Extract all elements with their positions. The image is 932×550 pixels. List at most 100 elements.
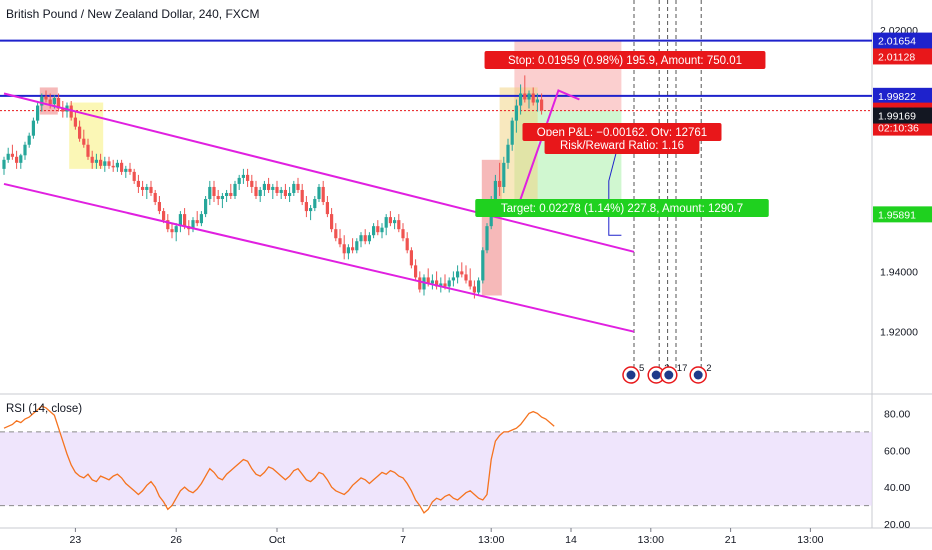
- candle-body: [78, 126, 82, 139]
- candle-body: [36, 105, 40, 121]
- candle-body: [351, 247, 355, 251]
- candle-body: [523, 93, 527, 100]
- pattern-line: [515, 89, 580, 212]
- channel-lower-line: [3, 182, 635, 333]
- candle-body: [111, 165, 115, 168]
- time-tick-label: 13:00: [478, 534, 504, 546]
- candle-body: [191, 220, 195, 230]
- time-tick-label: 14: [565, 534, 577, 546]
- candle-body: [334, 229, 338, 239]
- candle-body: [183, 214, 187, 227]
- candle-body: [2, 159, 6, 169]
- candle-body: [44, 96, 48, 100]
- candle-body: [355, 241, 359, 251]
- event-flag-icon: [693, 370, 703, 380]
- price-tag: [873, 107, 932, 124]
- candle-body: [6, 153, 10, 160]
- time-tick-label: Oct: [269, 534, 285, 546]
- candle-body: [384, 217, 388, 228]
- event-count: 5: [639, 363, 644, 374]
- event-flag-icon: [651, 370, 661, 380]
- candle-body: [317, 186, 321, 200]
- highlight-box: [481, 159, 502, 296]
- rsi-band: [0, 431, 872, 506]
- candle-body: [86, 144, 90, 157]
- candle-body: [359, 235, 363, 242]
- event-flag-icon: [664, 370, 674, 380]
- price-tag-label: 1.99169: [878, 111, 916, 123]
- candle-body: [145, 186, 149, 190]
- candle-body: [393, 220, 397, 224]
- candle-body: [128, 168, 132, 172]
- candle-body: [174, 226, 178, 233]
- candle-body: [195, 220, 199, 224]
- candle-body: [94, 159, 98, 163]
- candle-body: [178, 214, 182, 227]
- candle-series: [2, 75, 544, 299]
- candle-body: [212, 186, 216, 196]
- candle-body: [275, 186, 279, 193]
- candle-body: [31, 120, 35, 136]
- candle-body: [321, 186, 325, 203]
- candle-body: [216, 196, 220, 200]
- candle-body: [15, 156, 19, 163]
- price-tag-label: 02:10:36: [878, 123, 919, 135]
- candle-body: [372, 226, 376, 236]
- candle-body: [535, 99, 539, 103]
- price-tag: [873, 119, 932, 136]
- candle-body: [376, 226, 380, 233]
- candle-body: [397, 220, 401, 230]
- highlight-box: [69, 102, 104, 169]
- candle-body: [132, 171, 136, 181]
- candle-body: [279, 189, 283, 193]
- rsi-title: RSI (14, close): [6, 403, 82, 415]
- candle-body: [477, 280, 481, 293]
- candle-body: [153, 192, 157, 203]
- candle-body: [141, 186, 145, 190]
- candle-body: [149, 186, 153, 193]
- price-tag-label: 2.01128: [878, 51, 915, 63]
- candle-body: [330, 214, 334, 230]
- candle-body: [199, 214, 203, 224]
- time-tick-label: 21: [725, 534, 737, 546]
- candle-body: [124, 168, 128, 172]
- candle-body: [502, 162, 506, 187]
- candle-body: [388, 217, 392, 224]
- candle-body: [468, 280, 472, 287]
- candle-body: [48, 99, 52, 105]
- candle-body: [115, 162, 119, 168]
- candle-body: [162, 211, 166, 221]
- rsi-tick-label: 60.00: [884, 445, 910, 457]
- candle-body: [439, 283, 443, 287]
- price-tag: [873, 32, 932, 49]
- axes: 2.020001.960001.940001.920002.016542.011…: [70, 25, 932, 546]
- time-tick-label: 13:00: [638, 534, 664, 546]
- candle-body: [107, 161, 111, 166]
- candle-body: [296, 183, 300, 190]
- candle-body: [304, 202, 308, 212]
- candle-body: [472, 286, 476, 293]
- trend-lines: [3, 89, 635, 333]
- candle-body: [401, 229, 405, 239]
- candle-body: [237, 177, 241, 184]
- candle-body: [451, 277, 455, 281]
- risk-reward-label: Risk/Reward Ratio: 1.16: [560, 140, 684, 152]
- candle-body: [99, 159, 103, 166]
- candle-body: [447, 280, 451, 287]
- rsi-line: [3, 405, 555, 514]
- event-flag-icon: [626, 370, 636, 380]
- candle-body: [19, 155, 23, 163]
- candle-body: [220, 196, 224, 200]
- candle-body: [57, 98, 61, 109]
- candle-body: [267, 183, 271, 190]
- candle-body: [283, 189, 287, 196]
- candle-body: [225, 192, 229, 196]
- candle-body: [498, 180, 502, 187]
- candle-body: [229, 192, 233, 196]
- candle-body: [430, 280, 434, 284]
- candle-body: [23, 144, 27, 156]
- candle-body: [204, 199, 208, 215]
- candle-body: [103, 161, 107, 166]
- rsi-pane: 80.00 60.00 40.00 20.00: [0, 405, 910, 531]
